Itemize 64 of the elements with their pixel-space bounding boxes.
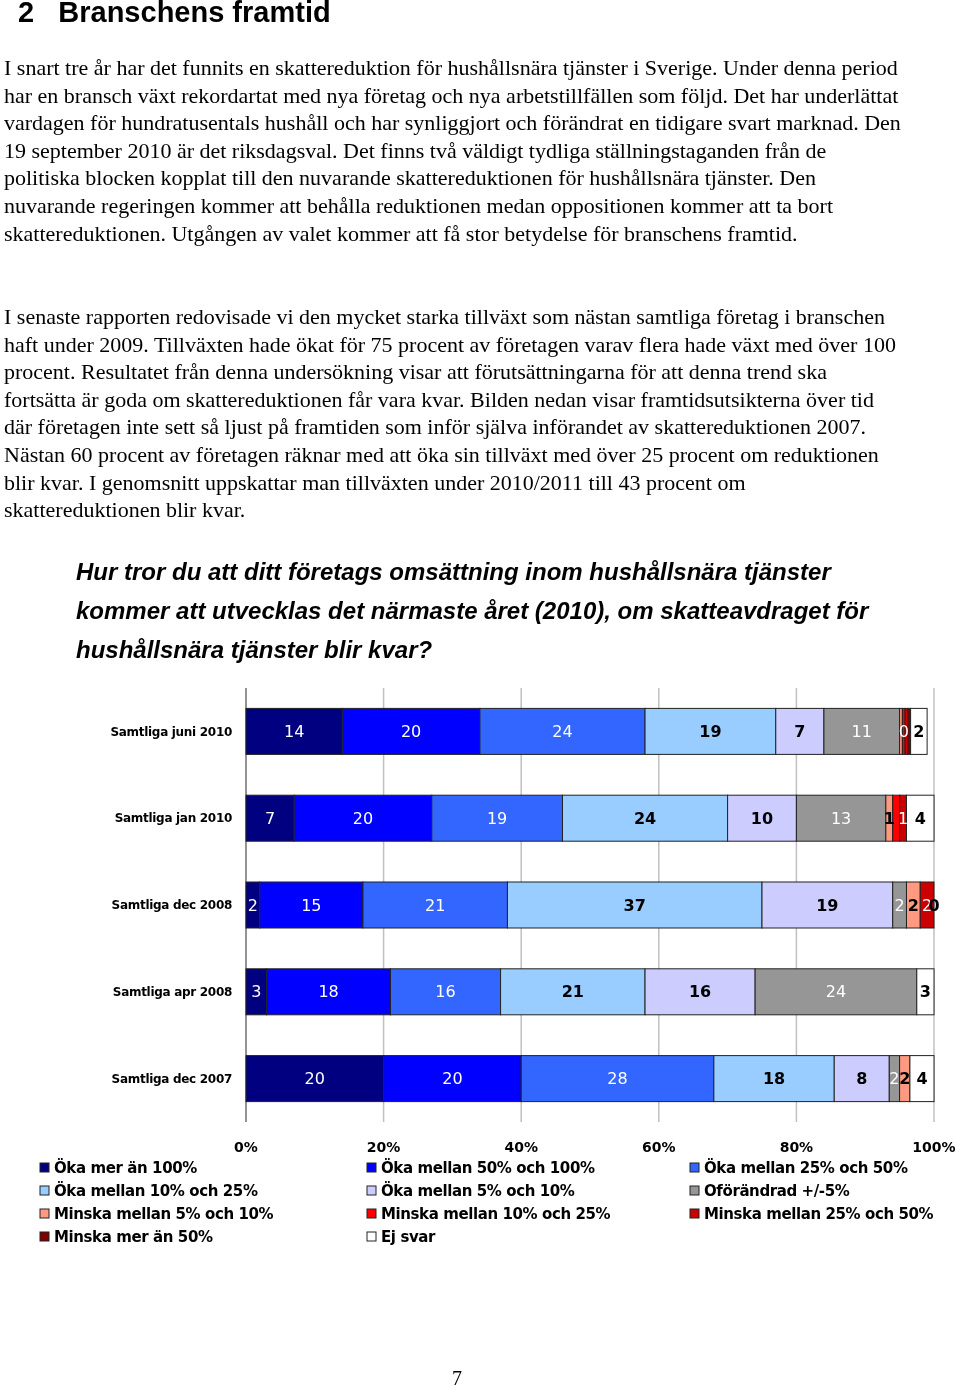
- data-label: 4: [916, 1069, 928, 1089]
- data-label: 20: [304, 1069, 325, 1089]
- legend-label: Öka mer än 100%: [54, 1158, 198, 1178]
- data-label: 7: [794, 722, 806, 741]
- data-label: 2: [913, 722, 925, 741]
- data-label: 37: [623, 895, 646, 915]
- data-label: 19: [699, 722, 722, 741]
- data-label: 24: [552, 722, 573, 741]
- legend-label: Öka mellan 50% och 100%: [381, 1158, 595, 1178]
- legend-label: Öka mellan 25% och 50%: [704, 1158, 908, 1178]
- x-tick-label: 100%: [912, 1139, 956, 1155]
- data-label: 14: [283, 722, 305, 741]
- data-label: 16: [688, 982, 712, 1002]
- data-label: 20: [352, 808, 374, 828]
- y-tick-label: Samtliga dec 2007: [111, 1071, 232, 1086]
- data-label: 13: [830, 808, 852, 828]
- bar: [910, 707, 928, 755]
- text: I snart tre år har det funnits en skattereduktion för hushållsnära tjänster i Sverige. Under denna period har en bransch växt rekordartat med nya företag och nya arbetstillfällen som följd. Det har underlättat vardagen för hundratusentals hushåll och har synliggjort och förändrat en tidigare svart marknad. Den 19 september 2010 är det riksdagsval. Det finns två väldigt tydliga ställningstaganden från de politiska blocken kopplat till den nuvarande skattereduktionen för hushållsnära tjänster. Den nuvarande regeringen kommer att behålla reduktionen medan oppositionen kommer att ta bort skattereduktionen. Utgången av valet kommer att få stor betydelse för branschens framtid.: [4, 54, 902, 248]
- data-label: 24: [633, 808, 657, 828]
- data-label: 28: [607, 1069, 628, 1089]
- legend-label: Minska mellan 10% och 25%: [381, 1205, 611, 1224]
- data-label: 21: [561, 982, 584, 1002]
- data-label: 8: [856, 1069, 868, 1089]
- legend-label: Oförändrad +/-5%: [704, 1182, 850, 1201]
- data-label: 10: [750, 808, 774, 828]
- data-label: 21: [425, 895, 446, 915]
- y-tick-label: Samtliga jan 2010: [114, 811, 232, 826]
- data-label: 3: [919, 982, 931, 1002]
- x-tick-label: 40%: [504, 1139, 538, 1155]
- x-tick-label: 80%: [779, 1139, 814, 1155]
- data-label: 24: [825, 982, 847, 1002]
- data-label: 15: [301, 895, 322, 915]
- data-label: 4: [914, 808, 926, 828]
- data-label: 2: [907, 895, 919, 915]
- data-label: 19: [816, 895, 839, 915]
- chart-title: Hur tror du att ditt företags omsättning inom hushållsnära tjänster kommer att utvecklas det närmaste året (2010), om skatteavdraget för hushållsnära tjänster blir kvar?: [76, 558, 870, 663]
- data-label: 0: [898, 722, 909, 741]
- y-tick-label: Samtliga apr 2008: [112, 985, 232, 999]
- y-tick-label: Samtliga dec 2008: [111, 898, 232, 913]
- data-label: 2: [899, 1069, 911, 1089]
- data-label: 7: [264, 808, 276, 828]
- x-tick-label: 60%: [642, 1139, 676, 1155]
- x-tick-label: 0%: [234, 1139, 258, 1155]
- legend-label: Öka mellan 5% och 10%: [381, 1181, 575, 1201]
- data-label: 20: [400, 722, 422, 741]
- data-label: 3: [251, 982, 262, 1002]
- text: I senaste rapporten redovisade vi den mycket starka tillväxt som nästan samtliga företag i branschen haft under 2009. Tillväxten hade ökat för 75 procent av företagen varav flera hade växt med över 100 procent. Resultatet från denna undersökning visar att förutsättningarna för att denna trend ska fortsätta är goda om skattereduktionen får vara kvar. Bilden nedan visar framtidsutsikterna över tid där företagen inte sett så ljust på framtiden som inför själva införandet av skattereduktionen 2007. Nästan 60 procent av företagen räknar med att öka sin tillväxt med över 25 procent om reduktionen blir kvar. I genomsnitt uppskattar man tillväxten under 2010/2011 till 43 procent om skattereduktionen blir kvar.: [4, 303, 897, 524]
- data-label: 11: [851, 722, 872, 741]
- legend-label: Minska mer än 50%: [54, 1228, 213, 1247]
- data-label: 18: [762, 1069, 786, 1089]
- data-label: 19: [486, 808, 508, 828]
- text: 7: [452, 1367, 462, 1389]
- data-label: 16: [435, 982, 456, 1002]
- legend-label: Minska mellan 25% och 50%: [704, 1205, 934, 1224]
- y-tick-label: Samtliga juni 2010: [110, 724, 232, 739]
- data-label: 2: [894, 895, 905, 915]
- data-label: 2: [247, 895, 258, 915]
- x-tick-label: 20%: [366, 1139, 401, 1155]
- legend-label: Minska mellan 5% och 10%: [54, 1205, 274, 1224]
- data-label: 18: [318, 982, 339, 1002]
- data-label: 20: [442, 1069, 463, 1089]
- legend-label: Öka mellan 10% och 25%: [54, 1181, 258, 1201]
- legend-label: Ej svar: [381, 1228, 437, 1247]
- text: 2 Branschens framtid: [18, 0, 331, 29]
